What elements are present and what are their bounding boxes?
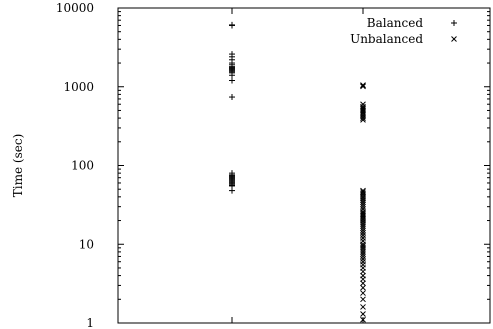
legend: Balanced Unbalanced: [350, 16, 457, 46]
data-point-unbalanced: [360, 280, 366, 287]
data-point-unbalanced: [360, 83, 366, 90]
data-point-unbalanced: [360, 199, 366, 206]
legend-marker-balanced: [451, 20, 457, 26]
data-point-balanced: [229, 94, 235, 101]
y-tick-label: 1000: [63, 80, 94, 94]
data-point-unbalanced: [360, 223, 366, 229]
plot-frame: [117, 7, 491, 324]
y-tick-label: 10000: [56, 1, 94, 15]
y-axis-label: Time (sec): [11, 134, 25, 197]
data-point-unbalanced: [360, 290, 366, 296]
data-point-unbalanced: [360, 227, 366, 234]
data-point-unbalanced: [360, 253, 366, 260]
data-point-unbalanced: [360, 249, 366, 255]
data-point-unbalanced: [360, 251, 366, 257]
data-point-unbalanced: [360, 201, 366, 208]
plot-border: [117, 7, 491, 324]
y-tick-label: 1: [86, 316, 94, 329]
data-point-unbalanced: [360, 304, 366, 310]
y-tick-label: 100: [71, 159, 94, 173]
data-point-unbalanced: [360, 284, 366, 291]
data-point-unbalanced: [360, 203, 366, 210]
data-point-balanced: [229, 77, 235, 84]
y-axis-ticks: 1 10 100 1000 10000: [56, 1, 490, 329]
data-point-unbalanced: [360, 316, 366, 323]
data-point-unbalanced: [360, 311, 366, 317]
data-point-balanced: [229, 72, 235, 79]
legend-label: Unbalanced: [350, 32, 423, 46]
data-points: [229, 21, 366, 323]
x-axis-ticks: [231, 8, 364, 323]
data-point-balanced: [229, 21, 235, 28]
data-point-unbalanced: [360, 232, 366, 239]
data-point-unbalanced: [360, 116, 366, 123]
data-point-unbalanced: [360, 256, 366, 262]
legend-marker-unbalanced: [451, 36, 457, 42]
data-point-unbalanced: [360, 115, 366, 121]
data-point-balanced: [229, 187, 235, 194]
y-tick-label: 10: [79, 237, 94, 251]
data-point-unbalanced: [360, 229, 366, 236]
data-point-unbalanced: [360, 225, 366, 232]
legend-label: Balanced: [367, 16, 424, 30]
data-point-unbalanced: [360, 296, 366, 303]
data-point-unbalanced: [360, 246, 366, 253]
